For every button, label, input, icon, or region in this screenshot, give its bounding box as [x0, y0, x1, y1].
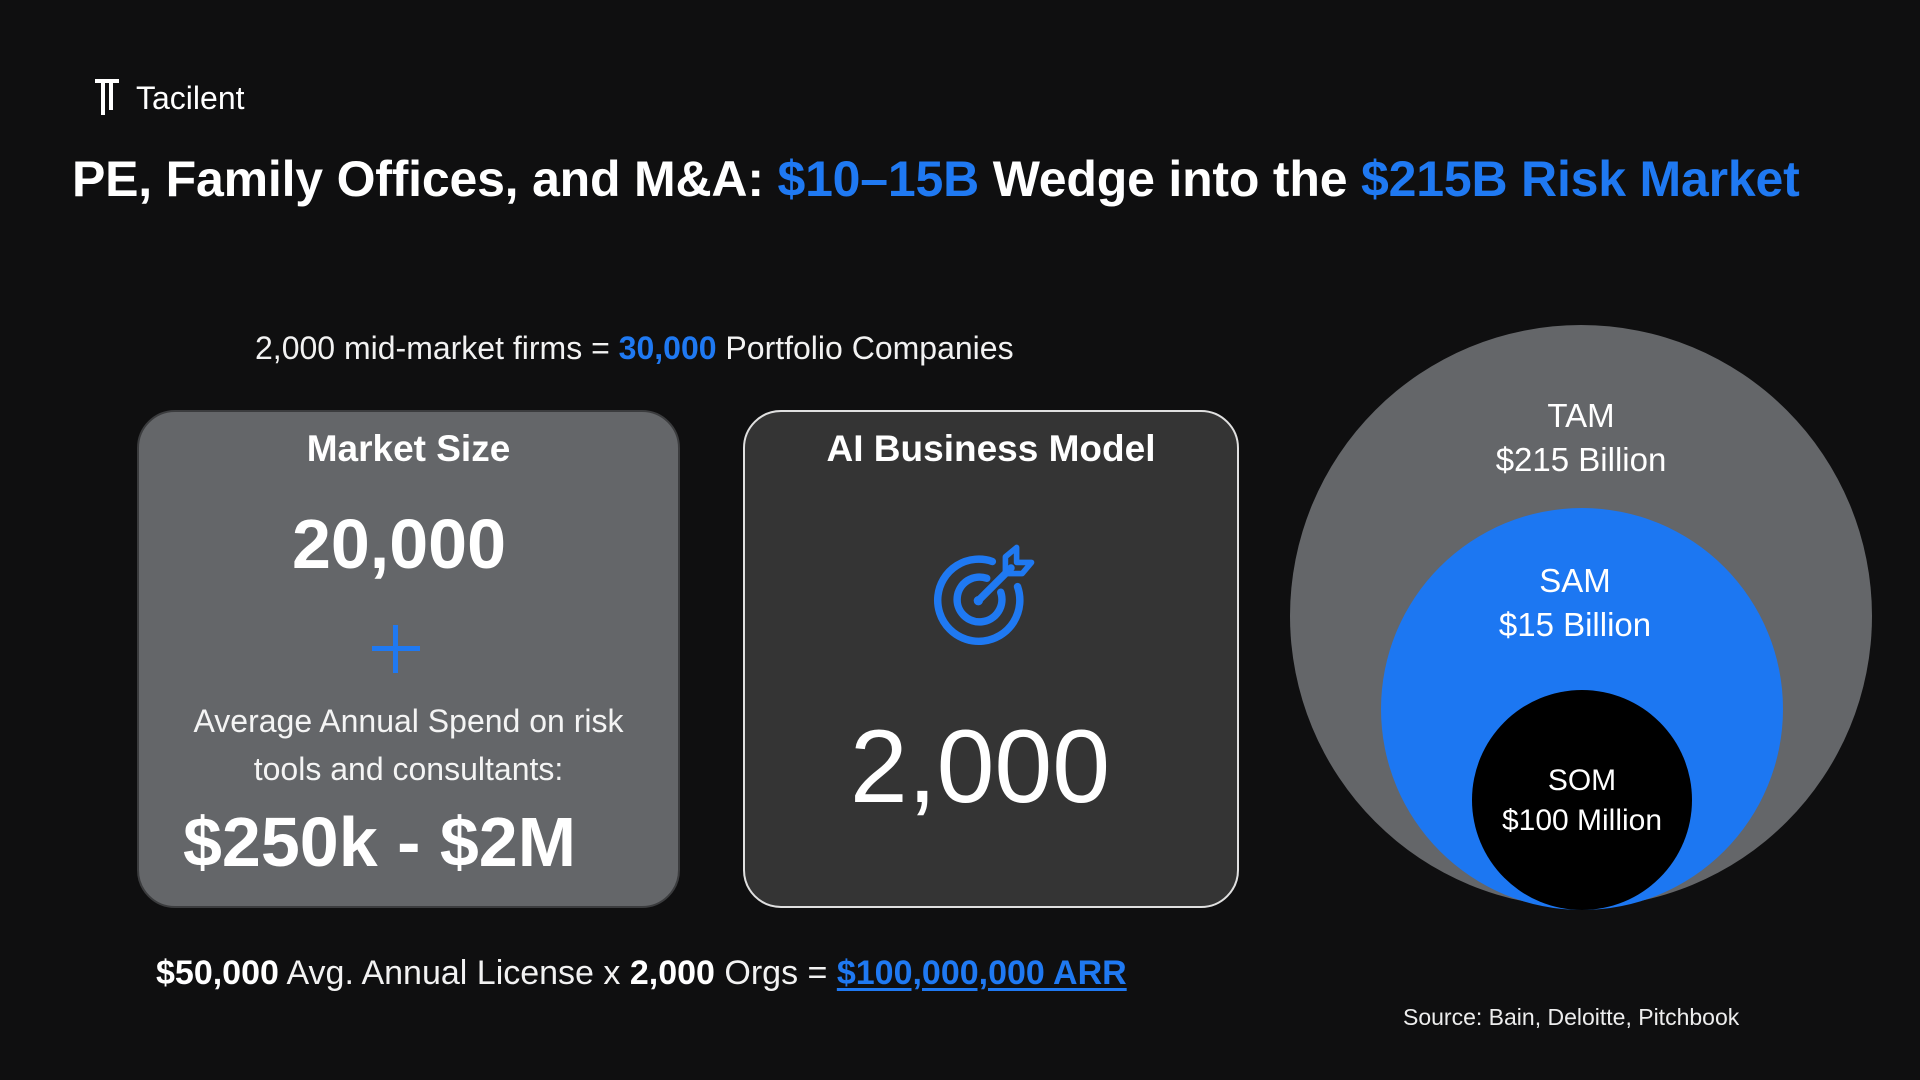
license-text: Avg. Annual License x [278, 954, 630, 992]
arr-link[interactable]: $100,000,000 ARR [836, 954, 1127, 992]
som-label: SOM $100 Million [1482, 764, 1682, 838]
brand-logo: Tacilent [92, 78, 245, 118]
market-size-title: Market Size [306, 428, 511, 469]
tacilent-logo-icon [95, 79, 119, 115]
firms-summary: 2,000 mid-market firms = 30,000 Portfoli… [255, 330, 1014, 367]
ai-business-model-title: AI Business Model [826, 428, 1156, 469]
title-part-1: PE, Family Offices, and M&A: [72, 151, 778, 207]
firms-prefix: 2,000 mid-market firms = [255, 330, 619, 366]
som-value: $100 Million [1501, 804, 1663, 837]
sam-name: SAM [1539, 562, 1611, 599]
orgs-value: 2,000 [629, 954, 715, 992]
market-size-count: 20,000 [291, 505, 507, 583]
portfolio-count: 30,000 [618, 330, 717, 366]
title-part-2: Wedge into the [979, 151, 1362, 207]
ai-business-model-card: AI Business Model 2,000 [743, 410, 1239, 908]
tam-label: TAM $215 Billion [1481, 397, 1681, 479]
spend-desc-line-1: Average Annual Spend on risk [193, 703, 624, 739]
firms-suffix: Portfolio Companies [716, 330, 1014, 366]
license-value: $50,000 [156, 954, 279, 992]
som-name: SOM [1547, 764, 1617, 797]
plus-icon [372, 625, 420, 673]
arr-calculation: $50,000 Avg. Annual License x 2,000 Orgs… [156, 954, 1127, 993]
spend-description: Average Annual Spend on risk tools and c… [159, 697, 658, 793]
spend-range: $250k - $2M [183, 803, 577, 881]
som-circle [1472, 690, 1692, 910]
brand-name: Tacilent [136, 79, 245, 116]
market-size-card: Market Size 20,000 Average Annual Spend … [137, 410, 680, 908]
ai-business-model-count: 2,000 [849, 709, 1111, 825]
page-title: PE, Family Offices, and M&A: $10–15B Wed… [72, 150, 1800, 208]
tam-name: TAM [1547, 397, 1615, 434]
target-arrow-icon [933, 544, 1035, 646]
title-highlight-wedge: $10–15B [777, 151, 980, 207]
tam-value: $215 Billion [1495, 441, 1667, 478]
source-note: Source: Bain, Deloitte, Pitchbook [1403, 1004, 1740, 1030]
orgs-text: Orgs = [714, 954, 837, 992]
title-highlight-market: $215B Risk Market [1361, 151, 1800, 207]
sam-value: $15 Billion [1498, 606, 1652, 643]
spend-desc-line-2: tools and consultants: [253, 751, 564, 787]
sam-label: SAM $15 Billion [1465, 562, 1685, 644]
